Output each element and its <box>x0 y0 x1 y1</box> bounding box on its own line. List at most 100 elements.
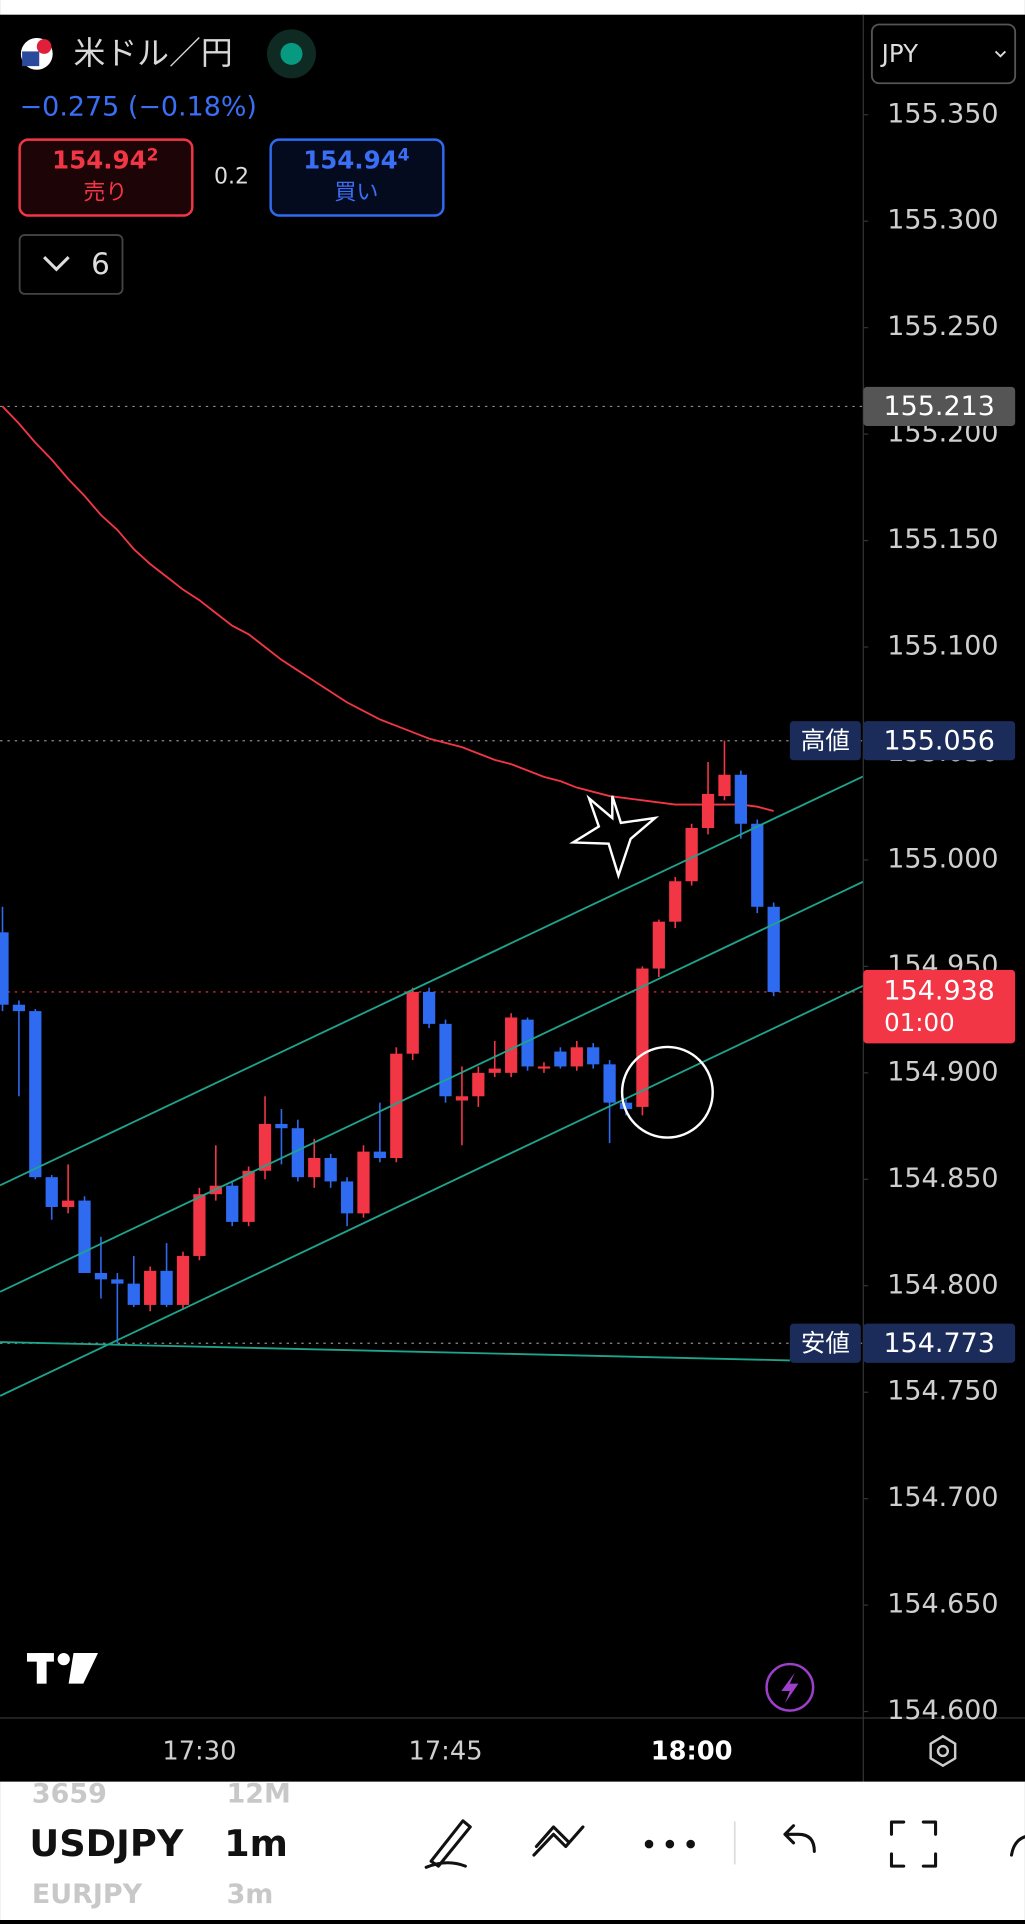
trend-line[interactable] <box>0 1341 790 1362</box>
candle-body <box>767 906 780 992</box>
price-axis: 154.600 154.650 154.700 154.750 154.800 154.8… <box>789 98 1016 1726</box>
line-tool-button[interactable] <box>532 1825 585 1857</box>
candle-body <box>258 1123 272 1171</box>
candle-body <box>587 1047 600 1065</box>
y-tick-label: 154.700 <box>887 1482 998 1513</box>
candle-body <box>603 1064 616 1103</box>
candle-body <box>127 1283 140 1305</box>
x-tick-label: 18:00 <box>651 1737 733 1767</box>
lightning-button[interactable] <box>765 1662 815 1712</box>
y-tick-label: 154.800 <box>887 1269 998 1300</box>
candle-body <box>570 1047 583 1067</box>
interval-below[interactable]: 3m <box>227 1879 274 1910</box>
candle-body <box>291 1128 304 1178</box>
fullscreen-button[interactable] <box>889 1820 938 1868</box>
currency-label: JPY <box>880 39 918 68</box>
circle-annotation <box>620 1045 714 1139</box>
candle-body <box>472 1072 485 1097</box>
symbol-below[interactable]: EURJPY <box>32 1879 143 1910</box>
sell-price-pip: 2 <box>147 146 159 166</box>
toolbar-symbol[interactable]: USDJPY <box>29 1822 183 1865</box>
y-tick-label: 155.150 <box>887 524 998 555</box>
candle-body <box>455 1096 469 1101</box>
y-tick-label: 155.350 <box>887 98 998 129</box>
y-tick-label: 154.900 <box>887 1056 998 1087</box>
sell-label: 売り <box>83 180 127 205</box>
price-label-tag <box>789 721 861 761</box>
candle-body <box>751 823 764 907</box>
sell-price-main: 154.94 <box>52 146 146 175</box>
candle-body <box>12 1004 26 1012</box>
candle-body <box>406 991 419 1054</box>
y-tick-label: 155.250 <box>887 311 998 342</box>
price-change: −0.275 (−0.18%) <box>20 91 257 122</box>
price-label-box <box>863 721 1016 761</box>
buy-price: 154.944 <box>303 146 409 175</box>
chevron-icon <box>994 50 1007 58</box>
candle-body <box>340 1181 354 1214</box>
price-label-box <box>863 386 1016 427</box>
candle-body <box>275 1123 288 1129</box>
candle-body <box>701 793 715 829</box>
flag-icon-us <box>22 51 40 67</box>
candle-body <box>226 1185 239 1222</box>
y-tick-label: 155.300 <box>887 205 998 236</box>
tv-logo <box>26 1653 99 1684</box>
candle-body <box>357 1151 370 1214</box>
y-tick-label: 154.750 <box>887 1376 998 1407</box>
draw-tool-button[interactable] <box>424 1819 472 1869</box>
channel-line[interactable] <box>0 984 864 1397</box>
y-tick-label: 155.000 <box>887 843 998 874</box>
chevron-icon <box>43 256 70 272</box>
candle-body <box>422 991 436 1024</box>
interval-above[interactable]: 12M <box>227 1779 291 1810</box>
lightning-icon <box>781 1672 799 1704</box>
buy-button[interactable] <box>269 138 445 217</box>
toolbar <box>0 1781 1025 1920</box>
candle-body <box>78 1200 91 1273</box>
candle-body <box>488 1068 501 1073</box>
indicator-count: 6 <box>91 247 110 281</box>
candle-body <box>652 921 665 969</box>
moving-average-line <box>1 405 774 812</box>
y-tick-label: 154.600 <box>887 1695 998 1726</box>
candle-body <box>537 1066 551 1069</box>
currency-select[interactable] <box>870 23 1017 85</box>
symbol-name[interactable]: 米ドル／円 <box>74 34 233 72</box>
candle-body <box>554 1051 567 1067</box>
price-label-tag <box>789 1323 861 1363</box>
price-label-box <box>863 969 1016 1044</box>
candle-body <box>669 881 682 922</box>
y-tick-label: 154.850 <box>887 1163 998 1194</box>
y-tick-label: 154.650 <box>887 1589 998 1620</box>
price-label-value: 155.213 <box>884 391 995 422</box>
symbol-above[interactable]: 3659 <box>32 1779 107 1810</box>
plot-area <box>0 405 864 1344</box>
more-tools-button[interactable] <box>1009 1835 1025 1857</box>
price-label-value: 155.056 <box>884 725 995 756</box>
price-label-box <box>863 1323 1016 1363</box>
time-axis: 17:30 17:45 18:00 <box>162 1737 732 1767</box>
market-status-dot <box>280 42 303 65</box>
flag-icon-dot <box>36 39 52 54</box>
settings-button[interactable] <box>929 1734 957 1768</box>
drawings <box>0 775 864 1397</box>
price-label-value: 154.938 <box>884 975 995 1006</box>
candle-body <box>636 968 649 1107</box>
channel-line[interactable] <box>0 775 864 1187</box>
candle-body <box>718 774 731 797</box>
y-tick-label: 155.100 <box>887 631 998 662</box>
toolbar-interval[interactable]: 1m <box>224 1822 288 1865</box>
channel-line[interactable] <box>0 880 864 1293</box>
candle-body <box>160 1270 173 1305</box>
candle-body <box>176 1255 190 1305</box>
sell-button[interactable] <box>18 138 194 217</box>
indicators-toggle[interactable] <box>18 234 124 295</box>
candle-body <box>324 1158 337 1182</box>
buy-price-pip: 4 <box>398 146 410 166</box>
candle-body <box>144 1270 157 1305</box>
undo-button[interactable] <box>783 1824 816 1853</box>
candle-body <box>685 828 698 882</box>
candle-body <box>193 1194 206 1256</box>
sell-price: 154.942 <box>52 146 158 175</box>
